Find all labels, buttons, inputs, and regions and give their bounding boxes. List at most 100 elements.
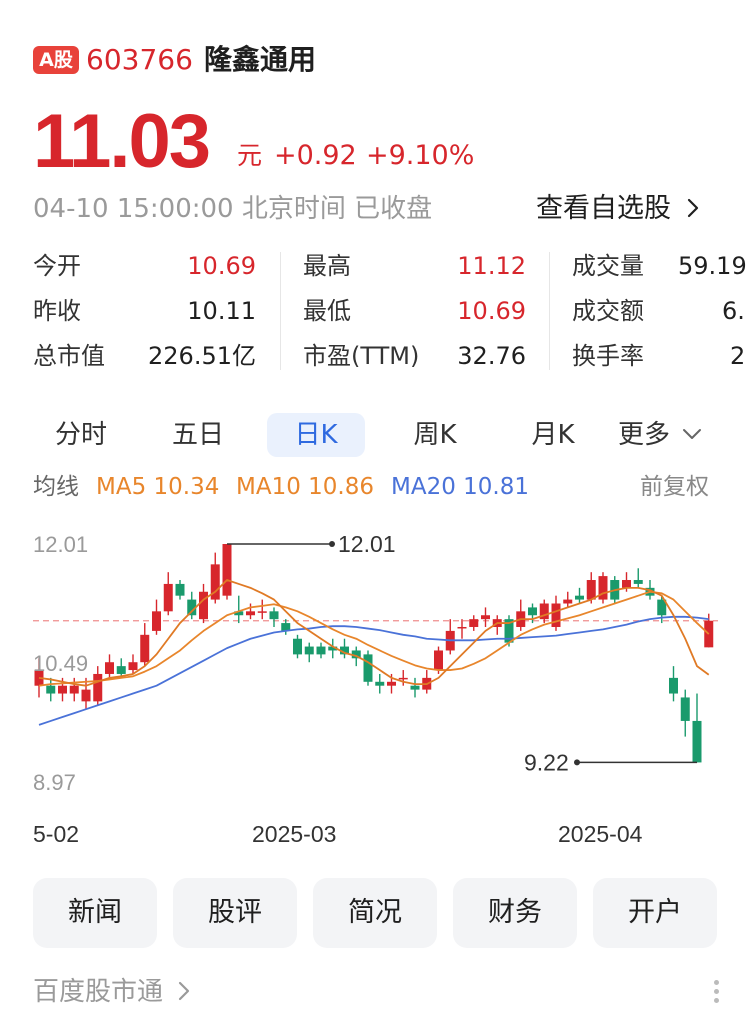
- stock-code: 603766: [86, 43, 193, 76]
- high-label: 最高: [303, 252, 351, 280]
- candle-body: [692, 720, 702, 763]
- ma-title: 均线: [33, 474, 79, 500]
- candle-body: [81, 689, 91, 702]
- candle-body: [304, 646, 314, 655]
- quote-time: 04-10 15:00:00 北京时间 已收盘: [33, 194, 433, 224]
- candle-body: [316, 646, 326, 655]
- min-annotation-dot: [574, 759, 580, 766]
- candle-body: [46, 685, 56, 694]
- candle-body: [633, 580, 643, 584]
- market-cap-label: 总市值: [33, 342, 105, 370]
- candle-body: [598, 576, 608, 600]
- watchlist-link[interactable]: 查看自选股: [536, 193, 700, 225]
- candle-body: [116, 666, 126, 674]
- y-tick-label: 10.49: [33, 651, 88, 676]
- candle-body: [163, 583, 173, 612]
- candle-body: [622, 580, 631, 588]
- x-tick-label: 2025-03: [252, 821, 336, 847]
- candle-body: [563, 599, 573, 604]
- price-change: +0.92: [274, 140, 357, 171]
- profile-button[interactable]: 简况: [313, 878, 437, 948]
- candle-body: [128, 662, 138, 671]
- candle-body: [469, 619, 479, 627]
- x-tick-label: 5-02: [33, 821, 79, 847]
- ma20-label: MA20 10.81: [391, 474, 529, 500]
- open-label: 今开: [33, 252, 81, 280]
- candle-body: [387, 681, 396, 686]
- candle-body: [410, 685, 420, 690]
- more-options-icon[interactable]: [710, 980, 722, 1006]
- high-value: 11.12: [457, 252, 526, 280]
- prev-close-label: 昨收: [33, 297, 81, 325]
- turnover-value: 6.: [722, 297, 745, 325]
- volume-value: 59.19: [678, 252, 747, 280]
- candle-body: [539, 603, 549, 620]
- price-change-percent: +9.10%: [366, 140, 475, 171]
- candle-body: [140, 634, 150, 663]
- candle-body: [328, 646, 338, 651]
- pe-value: 32.76: [457, 342, 526, 370]
- candle-body: [175, 583, 185, 596]
- max-annotation-dot: [329, 541, 335, 547]
- stock-name: 隆鑫通用: [204, 43, 317, 76]
- chevron-right-icon: [687, 198, 698, 218]
- finance-button[interactable]: 财务: [453, 878, 577, 948]
- ma10-label: MA10 10.86: [236, 474, 374, 500]
- candle-body: [246, 611, 255, 616]
- tab-monthly-k[interactable]: 月K: [531, 420, 575, 450]
- prev-close-value: 10.11: [187, 297, 256, 325]
- pe-label: 市盈(TTM): [303, 342, 420, 370]
- divider: [549, 252, 550, 370]
- candle-body: [58, 685, 67, 694]
- tab-five-day[interactable]: 五日: [171, 420, 224, 450]
- candle-body: [105, 662, 114, 674]
- low-label: 最低: [303, 297, 351, 325]
- candle-body: [434, 650, 443, 671]
- candle-body: [657, 599, 667, 616]
- turnover-rate-label: 换手率: [572, 342, 644, 370]
- watchlist-link-label[interactable]: 查看自选股: [536, 193, 671, 224]
- candle-body: [152, 611, 161, 631]
- candle-body: [586, 580, 596, 600]
- open-value: 10.69: [187, 252, 256, 280]
- price-unit: 元: [237, 141, 263, 170]
- candle-body: [669, 677, 678, 694]
- low-value: 10.69: [457, 297, 526, 325]
- footer-link[interactable]: 百度股市通: [33, 975, 191, 1009]
- market-cap-value: 226.51亿: [148, 342, 256, 370]
- ma5-line: [38, 579, 710, 687]
- tab-more[interactable]: 更多: [618, 413, 718, 457]
- y-tick-label: 12.01: [33, 532, 88, 557]
- candle-body: [363, 654, 373, 682]
- candle-body: [269, 611, 279, 620]
- candle-body: [93, 673, 103, 702]
- turnover-rate-value: 2: [730, 342, 746, 370]
- max-price-label: 12.01: [338, 531, 396, 557]
- market-badge: A股: [33, 46, 79, 74]
- candle-body: [398, 677, 408, 680]
- open-account-button[interactable]: 开户: [593, 878, 717, 948]
- adjust-toggle[interactable]: 前复权: [640, 474, 709, 500]
- chevron-right-icon: [179, 981, 190, 1001]
- ma20-line: [38, 615, 709, 726]
- candle-body: [340, 646, 349, 655]
- candle-body: [210, 564, 220, 600]
- divider: [280, 252, 281, 370]
- comments-button[interactable]: 股评: [173, 878, 297, 948]
- tab-weekly-k[interactable]: 周K: [413, 420, 457, 450]
- candle-body: [481, 615, 490, 620]
- tab-intraday[interactable]: 分时: [54, 420, 107, 450]
- candle-body: [281, 623, 291, 631]
- candle-body: [222, 544, 232, 596]
- y-tick-label: 8.97: [33, 770, 76, 795]
- x-tick-label: 2025-04: [558, 821, 643, 847]
- tab-daily-k[interactable]: 日K: [267, 413, 365, 457]
- news-button[interactable]: 新闻: [33, 878, 157, 948]
- candle-body: [680, 697, 690, 721]
- footer-link-label[interactable]: 百度股市通: [33, 977, 164, 1007]
- volume-label: 成交量: [572, 252, 644, 280]
- candle-body: [351, 650, 361, 659]
- candle-body: [457, 626, 467, 629]
- kline-chart[interactable]: 12.01 10.49 8.97 5-02 2025-03 2025-04 12.01 9.2…: [0, 520, 750, 850]
- tab-more-label[interactable]: 更多: [618, 420, 671, 450]
